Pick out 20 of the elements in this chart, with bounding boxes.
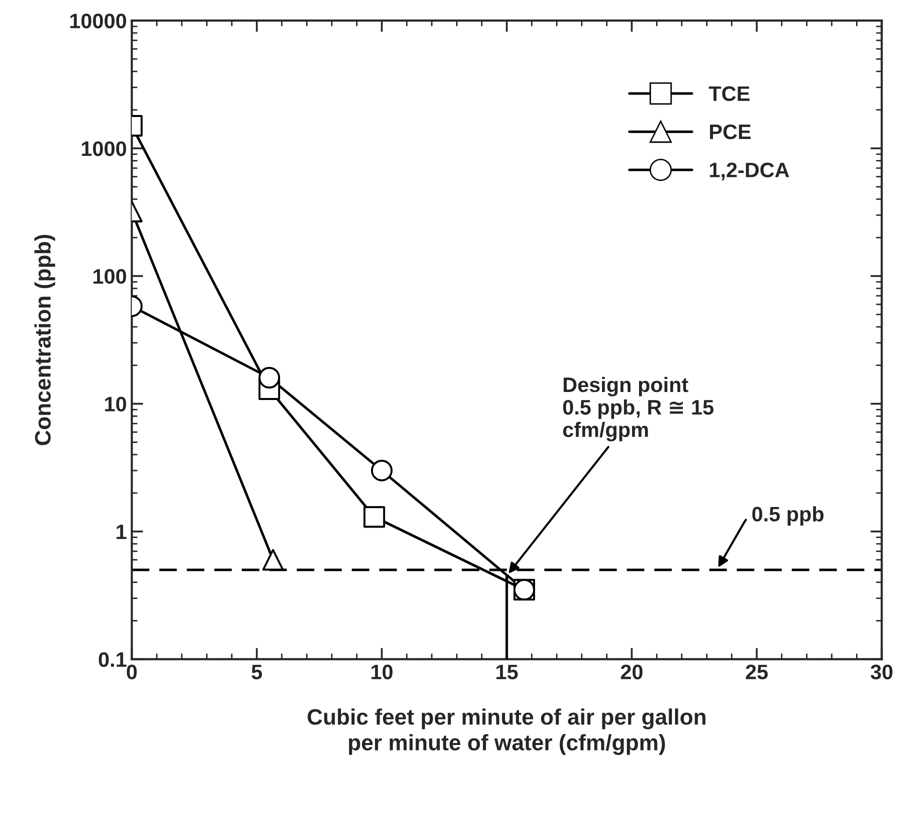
x-tick-label: 25 [746, 664, 768, 680]
x-axis-title: Cubic feet per minute of air per gallon per minute of water (cfm/gpm) [308, 708, 706, 755]
y-tick-label: 1000 [82, 141, 126, 156]
y-tick-label: 0.1 [98, 652, 126, 667]
y-tick-label: 10000 [70, 14, 126, 28]
y-tick-label: 10 [105, 396, 126, 412]
x-tick-label: 30 [870, 664, 892, 680]
x-tick-label: 20 [620, 664, 642, 680]
y-axis-title: Concentration (ppb) [34, 234, 56, 446]
y-tick-label: 100 [94, 269, 126, 284]
x-tick-label: 0 [126, 664, 137, 680]
legend-label: TCE [708, 86, 750, 102]
x-tick-label: 15 [496, 664, 518, 680]
annotation: Design point 0.5 ppb, R ≅ 15 cfm/gpm [563, 376, 714, 442]
x-tick-label: 5 [252, 664, 262, 680]
x-tick-label: 10 [372, 664, 393, 680]
legend-label: 1,2-DCA [710, 162, 790, 180]
y-tick-label: 1 [116, 524, 126, 540]
ref-line-label: 0.5 ppb [752, 506, 824, 526]
legend-label: PCE [710, 124, 751, 140]
